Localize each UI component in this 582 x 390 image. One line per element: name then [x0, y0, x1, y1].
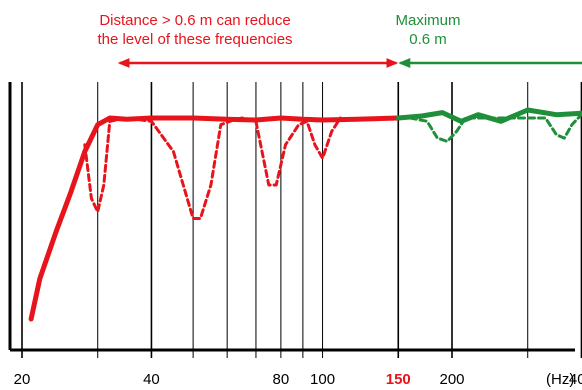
- annotation-left-line-1: Distance > 0.6 m can reduce: [99, 12, 290, 29]
- x-tick-label-400: 400: [569, 371, 582, 388]
- x-tick-label-100: 100: [310, 371, 335, 388]
- series-layer: [28, 107, 582, 322]
- series-3-dashed: [408, 113, 582, 143]
- annotation-left: Distance > 0.6 m can reduce the level of…: [97, 12, 399, 68]
- series-1-dashed: [83, 116, 342, 220]
- x-tick-labels: 20 40 80 100 150 200 400: [14, 371, 582, 388]
- annotation-right-line-1: Maximum: [395, 12, 460, 29]
- x-tick-label-150: 150: [386, 371, 411, 388]
- x-tick-label-80: 80: [273, 371, 290, 388]
- series-0-solid: [28, 115, 401, 322]
- x-tick-label-200: 200: [439, 371, 464, 388]
- annotation-left-line-2: the level of these frequencies: [97, 31, 292, 48]
- x-tick-label-40: 40: [143, 371, 160, 388]
- x-unit-label: (Hz): [546, 371, 574, 388]
- x-tick-label-20: 20: [14, 371, 31, 388]
- annotation-right-line-2: 0.6 m: [409, 31, 447, 48]
- series-2-solid: [395, 107, 582, 124]
- annotation-right: Maximum 0.6 m: [395, 12, 582, 68]
